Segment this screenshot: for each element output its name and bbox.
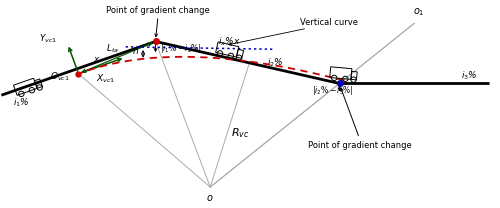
Text: $o$: $o$: [206, 193, 214, 203]
Text: $Y_{vc1}$: $Y_{vc1}$: [38, 32, 56, 45]
Text: $R_{vc}$: $R_{vc}$: [231, 126, 250, 140]
Text: $i_1$%: $i_1$%: [13, 97, 30, 109]
Text: $X_{vc1}$: $X_{vc1}$: [96, 72, 115, 84]
Text: $i_3$%: $i_3$%: [460, 69, 477, 82]
Text: $i_x$%$x$: $i_x$%$x$: [218, 35, 240, 48]
Text: Point of gradient change: Point of gradient change: [106, 6, 210, 15]
Text: Point of gradient change: Point of gradient change: [308, 141, 412, 150]
Text: $o_1$: $o_1$: [414, 7, 425, 19]
Text: $i_2$%: $i_2$%: [266, 57, 283, 69]
Text: $x$: $x$: [93, 55, 100, 64]
Text: $|i_1\%-i_2\%|$: $|i_1\%-i_2\%|$: [160, 42, 201, 55]
Text: Vertical curve: Vertical curve: [300, 18, 358, 27]
Text: $|i_2\%-i_3\%|$: $|i_2\%-i_3\%|$: [312, 84, 354, 97]
Text: $O_{vc1}$: $O_{vc1}$: [50, 71, 70, 83]
Text: $h$: $h$: [132, 45, 139, 56]
Text: $L_{ta}$: $L_{ta}$: [106, 43, 118, 55]
